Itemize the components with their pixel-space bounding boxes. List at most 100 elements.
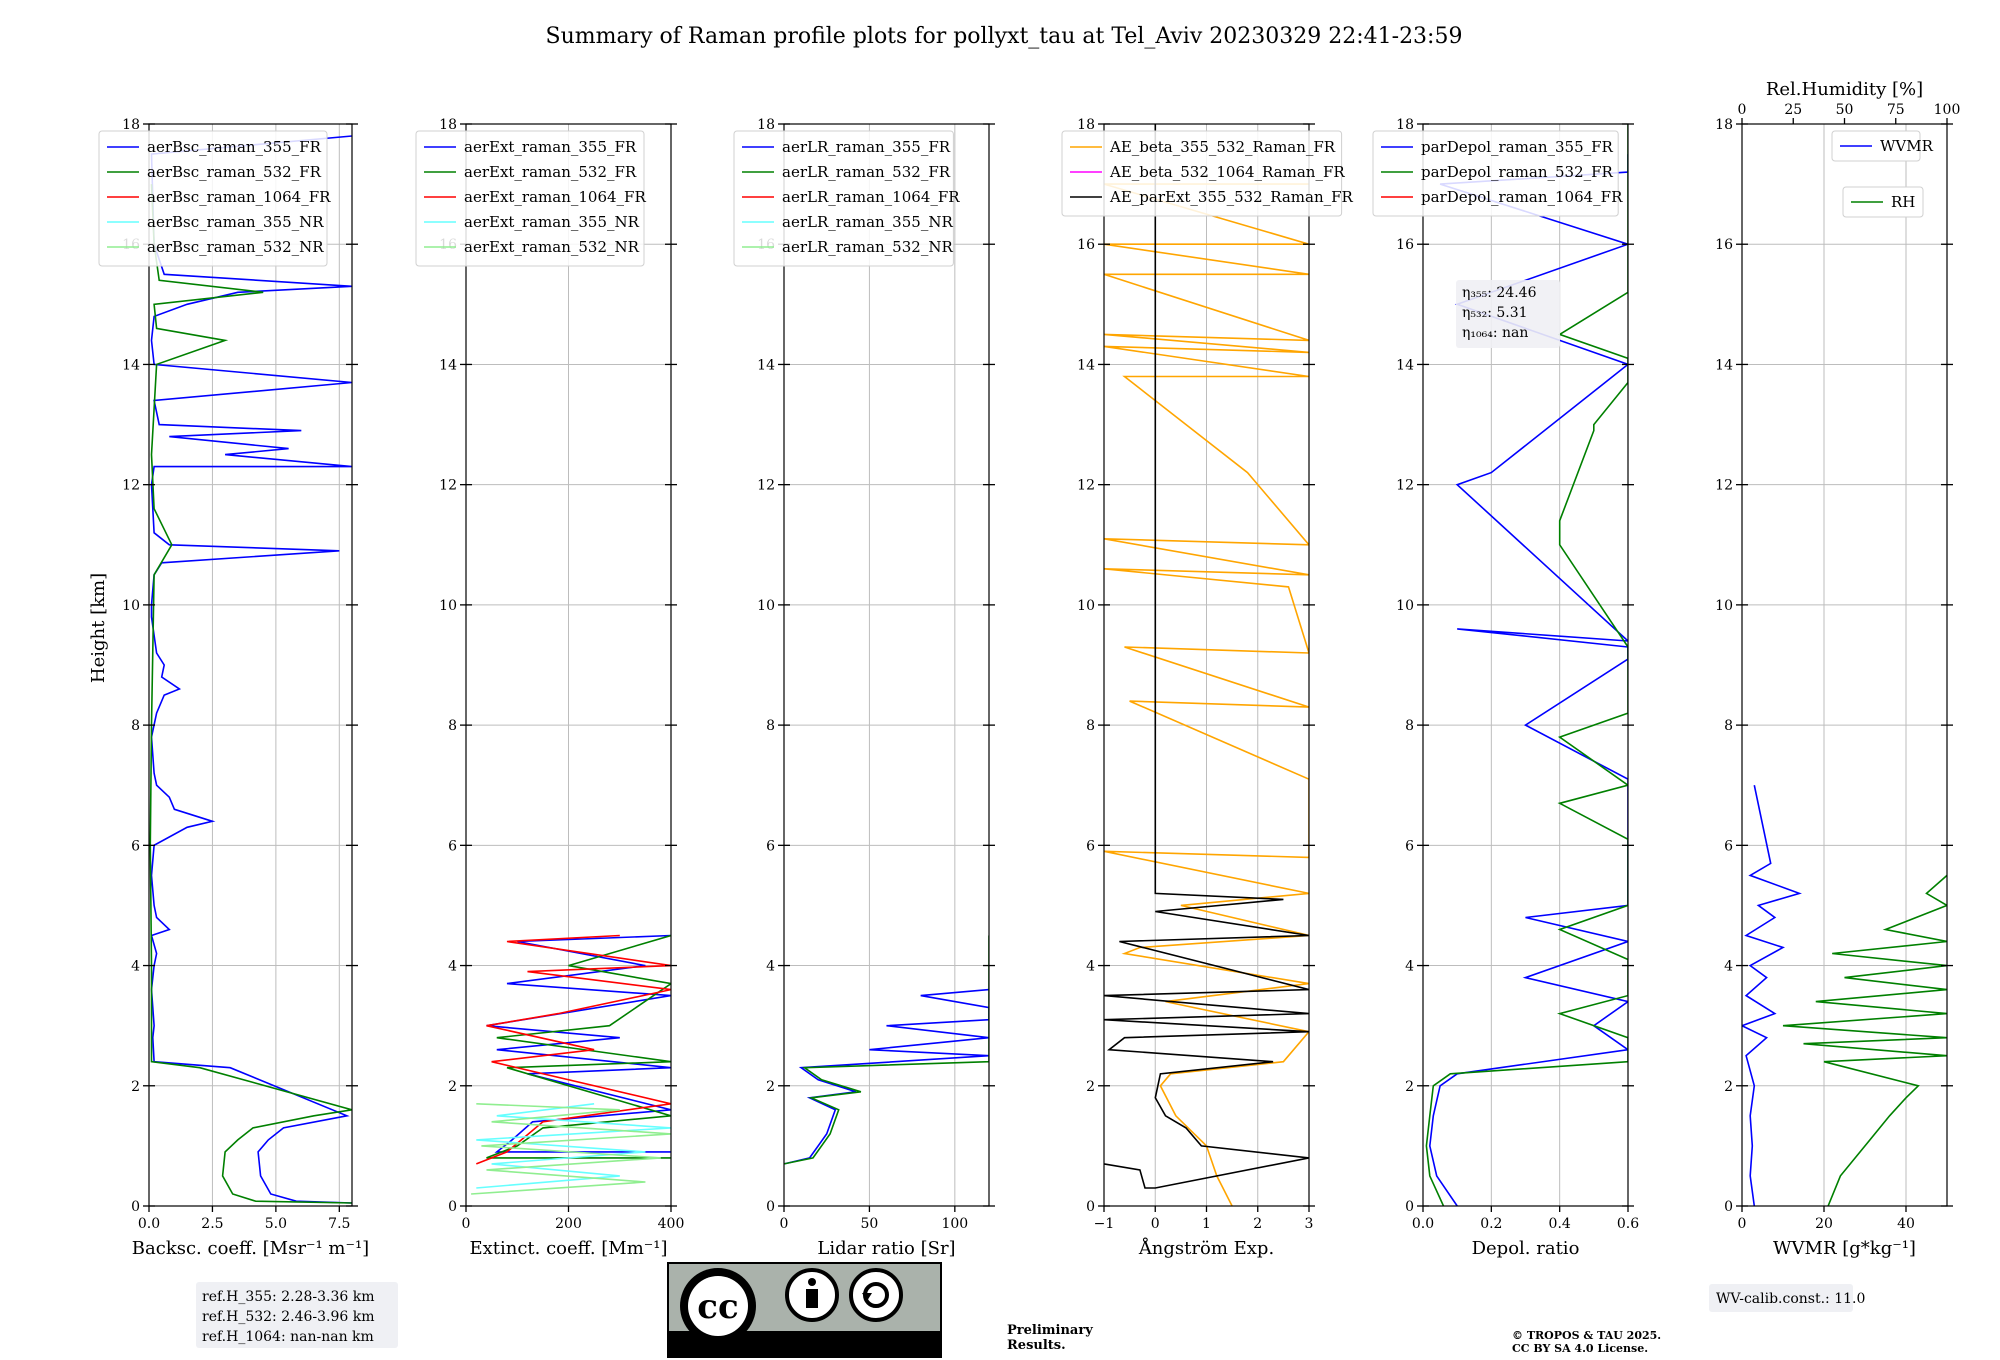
y-tick-label: 0 bbox=[131, 1199, 140, 1215]
x-axis-label: Lidar ratio [Sr] bbox=[817, 1238, 955, 1259]
panel-6: 0 2 4 6 8 10 12 14 16 18 0 20 40 WVMR [g*kg⁻¹] 0 25 50 75… bbox=[1709, 79, 1960, 1312]
y-tick-label: 12 bbox=[439, 478, 457, 494]
eta-line: η₁₀₆₄: nan bbox=[1462, 325, 1528, 341]
axes-frame bbox=[148, 123, 353, 1207]
y-tick-label: 4 bbox=[766, 959, 775, 975]
y-axis-label: Height [km] bbox=[88, 573, 109, 683]
legend-entry: parDepol_raman_355_FR bbox=[1421, 138, 1614, 156]
grid bbox=[1103, 123, 1310, 1207]
y-tick-label: 8 bbox=[766, 718, 775, 734]
ref-height-355: ref.H_355: 2.28-3.36 km bbox=[202, 1289, 375, 1305]
y-tick-label: 2 bbox=[1405, 1079, 1414, 1095]
y-tick-label: 4 bbox=[1724, 959, 1733, 975]
legend-entry: aerBsc_raman_355_FR bbox=[147, 138, 322, 156]
legend-entry: aerLR_raman_355_NR bbox=[782, 213, 953, 231]
legend-box bbox=[733, 130, 954, 267]
y-tick-label: 14 bbox=[1396, 357, 1414, 373]
ref-height-532: ref.H_532: 2.46-3.96 km bbox=[202, 1309, 375, 1325]
x-tick-label: 100 bbox=[941, 1216, 968, 1232]
legend: WVMR RH bbox=[1831, 130, 1934, 218]
y-tick-label: 18 bbox=[1077, 117, 1095, 133]
top-x-tick-label: 25 bbox=[1784, 102, 1802, 118]
y-tick-label: 2 bbox=[448, 1079, 457, 1095]
preliminary-label-1: Preliminary bbox=[1007, 1323, 1093, 1338]
legend-box bbox=[1372, 130, 1619, 217]
legend-box bbox=[415, 130, 645, 267]
y-tick-label: 14 bbox=[122, 357, 140, 373]
x-tick-label: 400 bbox=[658, 1216, 685, 1232]
y-tick-label: 0 bbox=[766, 1199, 775, 1215]
y-tick-label: 16 bbox=[1715, 237, 1733, 253]
y-tick-label: 8 bbox=[1405, 718, 1414, 734]
legend-entry: parDepol_raman_532_FR bbox=[1421, 163, 1614, 181]
x-tick-label: 0.2 bbox=[1480, 1216, 1502, 1232]
y-tick-label: 8 bbox=[1724, 718, 1733, 734]
y-tick-label: 6 bbox=[766, 838, 775, 854]
y-tick-label: 0 bbox=[1405, 1199, 1414, 1215]
legend: aerLR_raman_355_FR aerLR_raman_532_FR aerL… bbox=[733, 130, 960, 267]
y-tick-label: 10 bbox=[439, 598, 457, 614]
cc-by-sa-logo: cc BY SA bbox=[667, 1262, 942, 1358]
series-aerLR_raman_532_FR bbox=[784, 935, 989, 1165]
x-axis-label: WVMR [g*kg⁻¹] bbox=[1773, 1238, 1916, 1259]
series-aerBsc_raman_355_FR bbox=[150, 135, 352, 1204]
license-sa: SA bbox=[862, 1334, 891, 1356]
legend-entry: aerExt_raman_1064_FR bbox=[464, 188, 646, 206]
axes-frame bbox=[1741, 123, 1948, 1207]
top-x-tick-label: 75 bbox=[1887, 102, 1905, 118]
x-tick-label: 2.5 bbox=[201, 1216, 223, 1232]
legend-entry: aerBsc_raman_532_FR bbox=[147, 163, 322, 181]
x-tick-label: 2 bbox=[1253, 1216, 1262, 1232]
top-axis-label: Rel.Humidity [%] bbox=[1766, 79, 1923, 100]
x-tick-label: 7.5 bbox=[328, 1216, 350, 1232]
legend-entry: aerExt_raman_532_FR bbox=[464, 163, 637, 181]
top-x-tick-label: 100 bbox=[1934, 102, 1961, 118]
series-parDepol_raman_532_FR bbox=[1425, 124, 1628, 1206]
y-tick-label: 2 bbox=[766, 1079, 775, 1095]
y-tick-label: 10 bbox=[122, 598, 140, 614]
legend: parDepol_raman_355_FR parDepol_raman_532_… bbox=[1372, 130, 1623, 217]
y-tick-label: 4 bbox=[1405, 959, 1414, 975]
y-tick-label: 12 bbox=[1396, 478, 1414, 494]
x-tick-label: 200 bbox=[555, 1216, 582, 1232]
x-tick-label: 40 bbox=[1897, 1216, 1915, 1232]
series-group bbox=[471, 934, 671, 1195]
eta-line: η₅₃₂: 5.31 bbox=[1462, 305, 1528, 321]
y-tick-label: 4 bbox=[448, 959, 457, 975]
top-x-tick-label: 0 bbox=[1738, 102, 1747, 118]
x-axis-label: Depol. ratio bbox=[1472, 1238, 1580, 1259]
x-tick-label: 3 bbox=[1305, 1216, 1314, 1232]
legend-entry: WVMR bbox=[1880, 137, 1934, 155]
x-tick-label: −1 bbox=[1094, 1216, 1115, 1232]
legend-entry: parDepol_raman_1064_FR bbox=[1421, 188, 1623, 206]
y-tick-label: 10 bbox=[757, 598, 775, 614]
x-tick-label: 0.6 bbox=[1617, 1216, 1639, 1232]
y-tick-label: 6 bbox=[1086, 838, 1095, 854]
y-tick-label: 0 bbox=[1086, 1199, 1095, 1215]
x-axis-label: Extinct. coeff. [Mm⁻¹] bbox=[469, 1238, 667, 1259]
y-tick-label: 18 bbox=[1396, 117, 1414, 133]
y-tick-label: 12 bbox=[1077, 478, 1095, 494]
preliminary-label-2: Results. bbox=[1007, 1338, 1066, 1353]
eta-annotation: η₃₅₅: 24.46 η₅₃₂: 5.31 η₁₀₆₄: nan bbox=[1456, 280, 1560, 348]
legend: aerBsc_raman_355_FR aerBsc_raman_532_FRae… bbox=[98, 130, 331, 267]
sa-share-icon bbox=[849, 1268, 903, 1322]
series-aerExt_raman_532_NR bbox=[471, 1103, 671, 1195]
license-by: BY bbox=[797, 1334, 827, 1356]
y-tick-label: 0 bbox=[1724, 1199, 1733, 1215]
y-tick-label: 10 bbox=[1396, 598, 1414, 614]
series-aerLR_raman_355_FR bbox=[784, 988, 989, 1165]
y-tick-label: 12 bbox=[1715, 478, 1733, 494]
panel-3: 024681012141618050100Lidar ratio [Sr]aer… bbox=[733, 117, 995, 1259]
x-tick-label: 50 bbox=[861, 1216, 879, 1232]
y-tick-label: 2 bbox=[1724, 1079, 1733, 1095]
wv-calib-bg bbox=[1709, 1284, 1853, 1312]
grid bbox=[1741, 123, 1947, 1207]
legend-entry: AE_parExt_355_532_Raman_FR bbox=[1109, 188, 1354, 206]
y-tick-label: 18 bbox=[439, 117, 457, 133]
x-axis-label: Ångström Exp. bbox=[1138, 1237, 1274, 1259]
top-x-tick-label: 50 bbox=[1836, 102, 1854, 118]
x-tick-label: 0 bbox=[1738, 1216, 1747, 1232]
